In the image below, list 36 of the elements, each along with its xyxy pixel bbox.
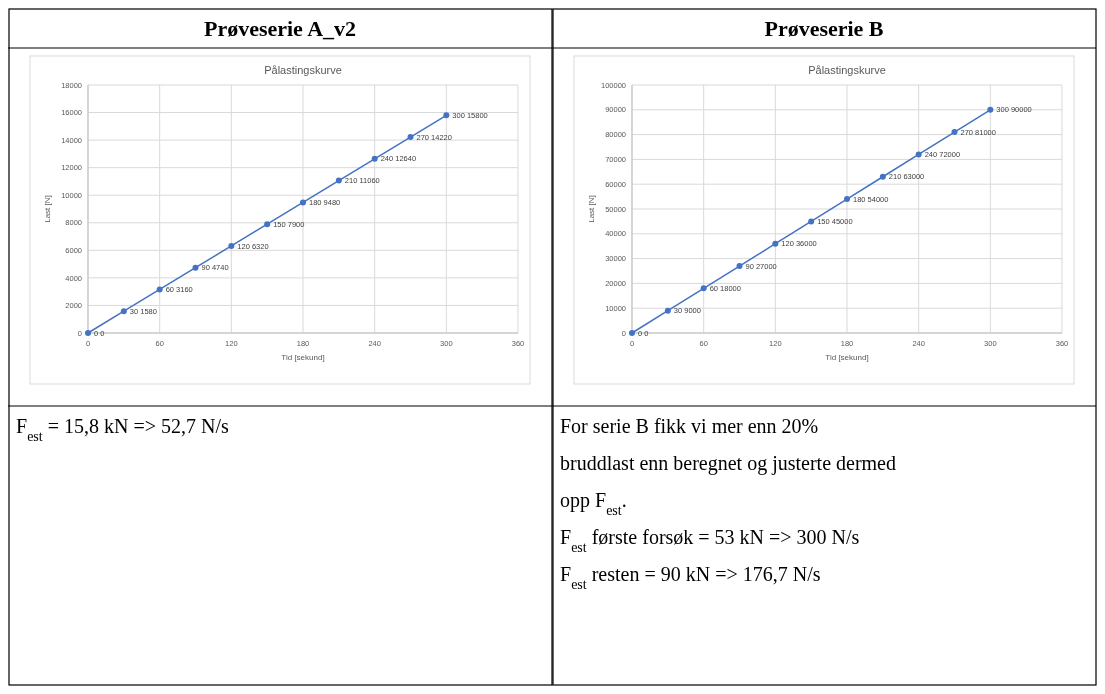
text: bruddlast enn beregnet og justerte dermed <box>560 452 896 475</box>
point <box>844 196 850 203</box>
chart-title: Pålastingskurve <box>808 64 886 76</box>
y-axis-title: Last [N] <box>587 195 596 223</box>
text: F$_{est}$ første forsøk = 53 kN => 300 N/s <box>560 526 860 555</box>
point <box>407 134 414 141</box>
text: For serie B fikk vi mer enn 20% <box>560 415 819 437</box>
point <box>951 129 958 136</box>
point <box>879 173 886 180</box>
x-axis-title: Tid [sekund] <box>825 353 869 362</box>
x-axis-title: Tid [sekund] <box>281 353 325 362</box>
point <box>300 199 306 206</box>
chart-title: Pålastingskurve <box>264 64 342 76</box>
point <box>629 330 635 336</box>
text: F$_{est}$ = 15,8 kN => 52,7 N/s <box>16 415 229 444</box>
y-axis-title: Last [N] <box>43 195 52 223</box>
point <box>987 106 994 113</box>
point <box>120 308 127 315</box>
point <box>736 263 743 270</box>
point <box>156 286 163 293</box>
point <box>335 177 342 184</box>
point <box>228 242 235 249</box>
text: F$_{est}$ resten = 90 kN => 176,7 N/s <box>560 563 821 592</box>
text: Prøveserie A_v2 <box>203 16 357 41</box>
point <box>664 307 671 314</box>
point <box>700 285 707 292</box>
point <box>808 218 815 225</box>
point <box>192 264 199 271</box>
text: Prøveserie B <box>764 16 884 41</box>
point <box>371 155 378 162</box>
point <box>772 240 779 247</box>
point <box>443 112 450 119</box>
text: opp F$_{est}$. <box>560 489 627 518</box>
point <box>915 151 922 158</box>
point <box>85 330 91 336</box>
point <box>264 221 271 228</box>
